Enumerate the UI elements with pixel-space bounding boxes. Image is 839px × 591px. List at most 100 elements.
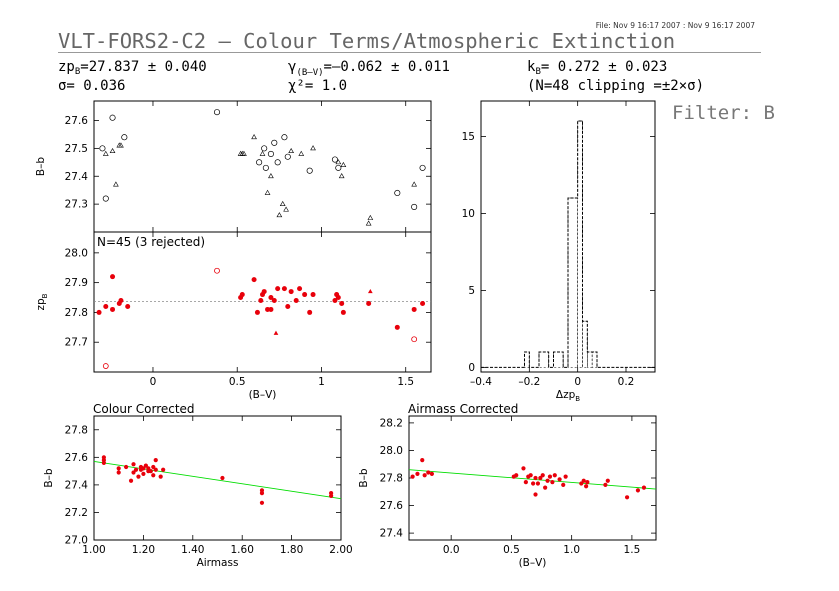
rejected-point	[102, 363, 109, 369]
x-tick-label: 0.2	[618, 376, 635, 388]
data-point	[624, 495, 630, 500]
data-point	[141, 466, 146, 471]
data-point	[151, 464, 156, 470]
open-circle-point	[261, 145, 268, 152]
zeropoint-point	[251, 277, 257, 283]
zeropoint-point	[110, 306, 116, 312]
data-point	[535, 481, 541, 486]
y-tick-label: 27.4	[65, 479, 89, 491]
zeropoint-point	[339, 300, 345, 306]
open-triangle-point	[411, 181, 418, 187]
zeropoint-point	[275, 286, 281, 292]
histogram-bin	[577, 120, 583, 368]
x-tick-label: 1.20	[132, 544, 155, 556]
gamma-readout: γ(B–V)=–0.062 ± 0.011	[288, 59, 450, 78]
data-point	[124, 464, 129, 470]
data-point	[426, 470, 431, 475]
mid-panel-frame	[93, 231, 432, 373]
x-tick-label: 0	[574, 376, 581, 388]
x-axis-label: ΔzpB	[556, 389, 580, 403]
zeropoint-point	[281, 286, 287, 292]
data-point	[151, 473, 156, 478]
data-point	[545, 478, 550, 483]
zeropoint-point	[302, 292, 308, 298]
data-point	[131, 462, 136, 467]
histogram-bin	[591, 351, 598, 368]
gamma-subscript: (B–V)	[296, 68, 323, 78]
data-point	[605, 478, 610, 483]
zeropoint-point	[394, 324, 400, 330]
data-point	[543, 485, 548, 490]
data-point	[153, 467, 158, 472]
open-triangle-point	[109, 147, 116, 154]
zeropoint-point	[411, 306, 417, 312]
gamma-symbol: γ	[288, 59, 296, 75]
x-axis-symbol: Δzp	[556, 389, 576, 401]
zeropoint-point	[285, 303, 291, 309]
k-readout: kB= 0.272 ± 0.023	[527, 59, 667, 77]
fit-panel-frame	[408, 415, 657, 541]
x-axis-label: (B–V)	[249, 389, 277, 401]
open-triangle-point	[118, 142, 124, 148]
x-tick-label: 2.00	[329, 544, 352, 556]
open-triangle-point	[276, 212, 283, 218]
fit-line	[93, 461, 342, 500]
data-point	[136, 474, 141, 479]
rejected-point	[411, 336, 418, 343]
open-triangle-point	[298, 150, 305, 156]
open-triangle-point	[279, 200, 286, 206]
file-info: File: Nov 9 16:17 2007 : Nov 9 16:17 200…	[596, 21, 756, 30]
x-tick-label: 1	[318, 376, 325, 388]
zeropoint-point	[110, 274, 116, 280]
x-tick-label: 0.5	[229, 376, 246, 388]
open-circle-point	[335, 164, 342, 171]
zeropoint-panel: 27.7 27.8 27.9 28.0 0 0.5 1 1.5 N=45 (3 rejected…	[35, 231, 432, 401]
x-tick-label: 1.5	[624, 544, 641, 556]
y-axis-label: B–b	[43, 468, 55, 487]
zeropoint-point	[239, 292, 245, 298]
open-triangle-point	[365, 220, 372, 226]
data-point	[148, 469, 153, 474]
colour-corrected-panel: 27.0 27.2 27.4 27.6 27.8 1.00 1.20 1.40 1.60 1.80…	[43, 402, 353, 569]
zeropoint-point	[297, 286, 303, 292]
fit-panel-frame	[93, 415, 342, 541]
open-triangle-point	[340, 161, 347, 167]
data-point	[641, 485, 647, 490]
data-point	[514, 473, 519, 478]
zeropoint-point	[366, 300, 372, 306]
zp-value: =27.837 ± 0.040	[80, 59, 206, 75]
x-tick-label: 1.60	[231, 544, 254, 556]
rejection-count-label: N=45 (3 rejected)	[97, 235, 205, 249]
data-point	[158, 474, 163, 479]
open-circle-point	[267, 150, 274, 158]
y-axis-label: B–b	[358, 468, 370, 487]
data-point	[533, 492, 538, 497]
open-circle-point	[99, 145, 106, 152]
open-circle-point	[281, 134, 288, 141]
y-tick-label: 27.7	[65, 337, 88, 349]
open-circle-point	[102, 195, 109, 202]
data-point	[561, 482, 566, 487]
open-triangle-point	[241, 150, 247, 156]
open-triangle-point	[288, 147, 294, 154]
k-subscript: B	[535, 67, 540, 77]
zeropoint-point	[310, 292, 316, 298]
y-tick-label: 27.6	[65, 452, 89, 464]
y-tick-label: 28.0	[380, 445, 403, 457]
y-tick-label: 10	[462, 208, 475, 220]
zeropoint-point	[293, 298, 299, 304]
zeropoint-point	[268, 306, 274, 312]
open-circle-point	[306, 167, 313, 174]
y-tick-label: 15	[462, 131, 475, 143]
data-point	[540, 473, 545, 478]
data-point	[581, 478, 586, 483]
zeropoint-point	[420, 300, 426, 306]
open-triangle-point	[251, 134, 257, 140]
data-point	[563, 474, 568, 479]
open-circle-point	[271, 139, 278, 146]
y-tick-label: 27.5	[65, 143, 88, 155]
y-tick-label: 27.6	[65, 115, 89, 127]
open-triangle-point	[264, 189, 271, 195]
x-tick-label: –0.2	[518, 376, 540, 388]
zeropoint-point	[307, 309, 313, 315]
